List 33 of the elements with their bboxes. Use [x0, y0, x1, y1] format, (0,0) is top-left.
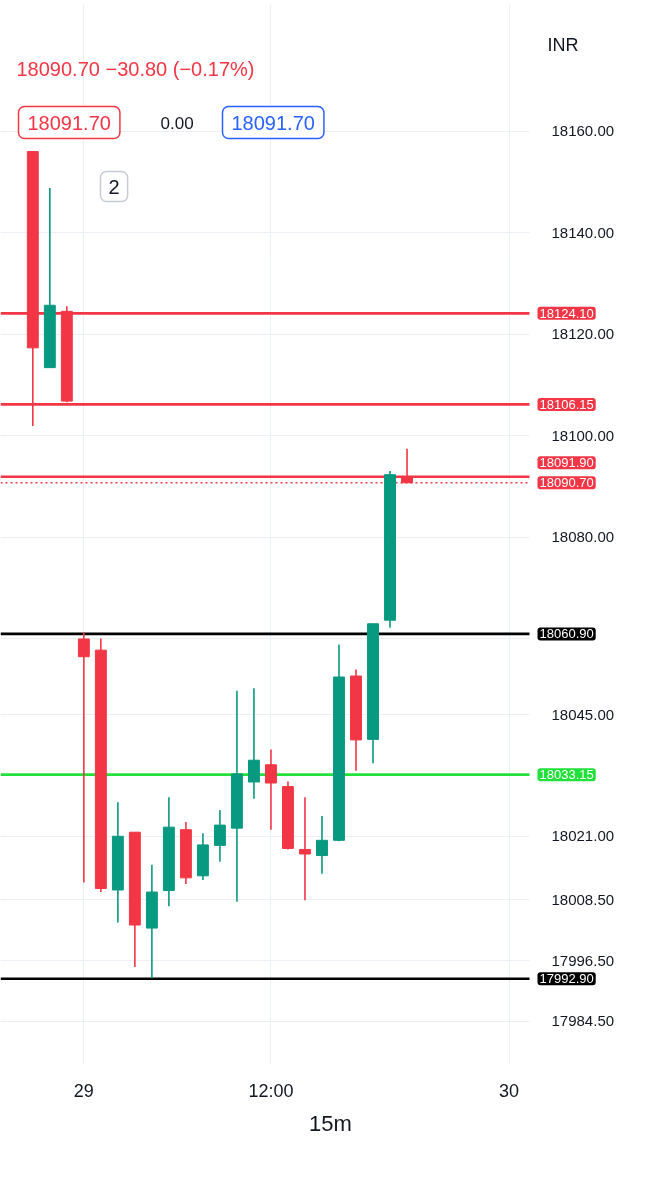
candlestick — [248, 687, 260, 800]
y-tick-label: 18100.00 — [551, 426, 615, 444]
ref-line-label: 18106.15 — [539, 396, 594, 412]
candlestick — [299, 796, 311, 901]
x-tick-label: 29 — [73, 1080, 94, 1101]
ref-line-label: 18124.10 — [539, 305, 594, 321]
ref-line-label: 17992.90 — [539, 971, 594, 987]
annotation: 0.00 — [160, 113, 194, 133]
y-tick-label: 18160.00 — [551, 122, 615, 140]
ref-line-label: 18060.90 — [539, 626, 594, 642]
annotation: 18091.70 — [231, 111, 315, 134]
candlestick — [77, 631, 90, 884]
candlestick — [265, 748, 277, 831]
y-tick-label: 17996.50 — [551, 951, 615, 969]
y-tick-label: 18140.00 — [551, 223, 615, 241]
y-tick-label: 18021.00 — [551, 827, 615, 845]
annotation: 2 — [108, 175, 120, 198]
text: 15m — [309, 1110, 352, 1136]
text: INR — [547, 34, 579, 55]
y-tick-label: 18080.00 — [551, 528, 615, 546]
ref-line-label: 18033.15 — [539, 767, 594, 783]
y-tick-label: 18120.00 — [551, 325, 615, 343]
ref-line-label: 18091.90 — [539, 455, 594, 471]
annotation: 18091.70 — [27, 111, 111, 134]
ref-line-label: 18090.70 — [539, 475, 594, 491]
candlestick — [213, 809, 226, 863]
candlestick — [316, 815, 328, 875]
y-tick-label: 18008.50 — [551, 890, 615, 908]
text: 18090.70 −30.80 (−0.17%) — [16, 57, 255, 80]
x-tick-label: 30 — [499, 1080, 520, 1101]
y-tick-label: 17984.50 — [551, 1012, 615, 1030]
x-tick-label: 12:00 — [248, 1080, 294, 1101]
y-tick-label: 18045.00 — [551, 705, 615, 723]
